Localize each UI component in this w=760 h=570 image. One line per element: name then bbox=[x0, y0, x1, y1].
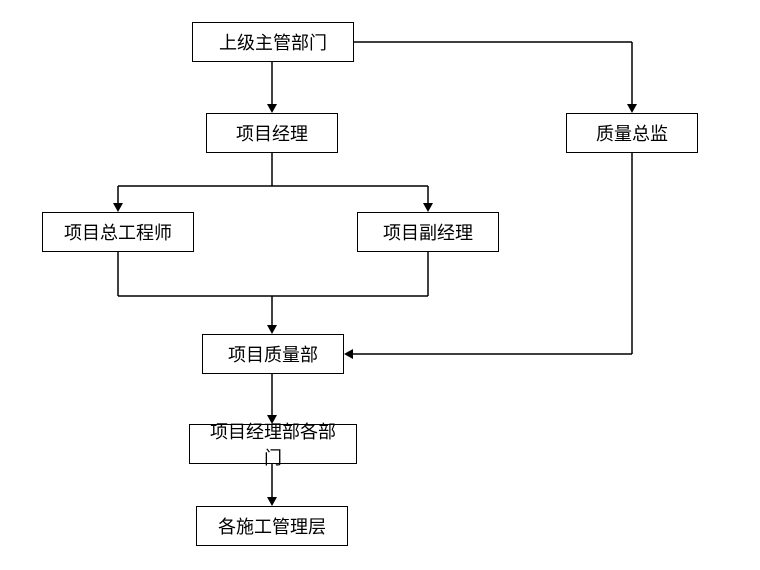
flowchart-node-n3: 质量总监 bbox=[566, 113, 698, 153]
node-label: 项目副经理 bbox=[383, 219, 473, 245]
node-label: 项目经理部各部门 bbox=[202, 418, 344, 470]
node-label: 项目总工程师 bbox=[64, 219, 172, 245]
flowchart-node-n4: 项目总工程师 bbox=[42, 212, 194, 252]
flowchart-node-n5: 项目副经理 bbox=[357, 212, 499, 252]
flowchart-node-n1: 上级主管部门 bbox=[192, 22, 354, 62]
flowchart-node-n6: 项目质量部 bbox=[202, 334, 344, 374]
node-label: 各施工管理层 bbox=[218, 513, 326, 539]
node-label: 上级主管部门 bbox=[219, 29, 327, 55]
node-label: 质量总监 bbox=[596, 120, 668, 146]
flowchart-node-n7: 项目经理部各部门 bbox=[189, 424, 357, 464]
node-label: 项目经理 bbox=[236, 120, 308, 146]
flowchart-node-n2: 项目经理 bbox=[206, 113, 338, 153]
flowchart-node-n8: 各施工管理层 bbox=[196, 506, 348, 546]
flowchart-edges bbox=[0, 0, 760, 570]
node-label: 项目质量部 bbox=[228, 341, 318, 367]
